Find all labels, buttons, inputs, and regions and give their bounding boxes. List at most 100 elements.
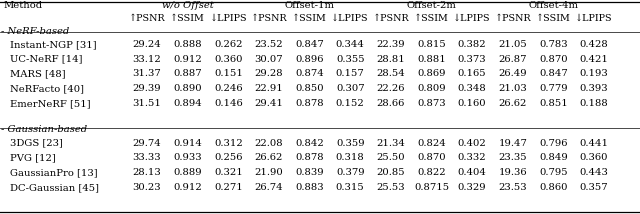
Text: 0.165: 0.165 xyxy=(458,69,486,78)
Text: 21.05: 21.05 xyxy=(499,40,527,49)
Text: 25.50: 25.50 xyxy=(376,153,405,162)
Text: 0.152: 0.152 xyxy=(336,99,365,108)
Text: 0.824: 0.824 xyxy=(417,139,446,148)
Text: 0.869: 0.869 xyxy=(417,69,446,78)
Text: 0.359: 0.359 xyxy=(336,139,365,148)
Text: 21.03: 21.03 xyxy=(499,84,527,93)
Text: 3DGS [23]: 3DGS [23] xyxy=(10,139,63,148)
Text: 0.379: 0.379 xyxy=(336,168,365,177)
Text: 0.315: 0.315 xyxy=(336,183,365,192)
Text: 0.847: 0.847 xyxy=(539,69,568,78)
Text: 0.850: 0.850 xyxy=(295,84,324,93)
Text: NeRFacto [40]: NeRFacto [40] xyxy=(10,84,84,93)
Text: 0.779: 0.779 xyxy=(539,84,568,93)
Text: 0.321: 0.321 xyxy=(214,168,243,177)
Text: 0.795: 0.795 xyxy=(539,168,568,177)
Text: Offset-4m: Offset-4m xyxy=(529,1,579,10)
Text: 29.41: 29.41 xyxy=(255,99,284,108)
Text: 0.373: 0.373 xyxy=(458,55,486,64)
Text: 0.889: 0.889 xyxy=(173,168,202,177)
Text: 0.188: 0.188 xyxy=(580,99,609,108)
Text: 19.47: 19.47 xyxy=(499,139,527,148)
Text: 28.81: 28.81 xyxy=(376,55,405,64)
Text: 23.52: 23.52 xyxy=(255,40,284,49)
Text: 0.360: 0.360 xyxy=(580,153,609,162)
Text: 0.878: 0.878 xyxy=(295,99,324,108)
Text: 0.357: 0.357 xyxy=(580,183,609,192)
Text: 0.329: 0.329 xyxy=(458,183,486,192)
Text: 0.860: 0.860 xyxy=(539,183,568,192)
Text: 0.151: 0.151 xyxy=(214,69,243,78)
Text: 0.839: 0.839 xyxy=(295,168,324,177)
Text: 0.441: 0.441 xyxy=(580,139,609,148)
Text: 33.12: 33.12 xyxy=(132,55,161,64)
Text: - NeRF-based: - NeRF-based xyxy=(1,27,70,36)
Text: 0.881: 0.881 xyxy=(417,55,446,64)
Text: 31.51: 31.51 xyxy=(132,99,161,108)
Text: UC-NeRF [14]: UC-NeRF [14] xyxy=(10,55,82,64)
Text: 0.912: 0.912 xyxy=(173,183,202,192)
Text: 0.783: 0.783 xyxy=(539,40,568,49)
Text: 26.87: 26.87 xyxy=(499,55,527,64)
Text: 0.402: 0.402 xyxy=(458,139,486,148)
Text: DC-Gaussian [45]: DC-Gaussian [45] xyxy=(10,183,99,192)
Text: 0.160: 0.160 xyxy=(458,99,486,108)
Text: 0.393: 0.393 xyxy=(580,84,609,93)
Text: ↓LPIPS: ↓LPIPS xyxy=(332,14,369,23)
Text: 0.870: 0.870 xyxy=(417,153,446,162)
Text: 26.62: 26.62 xyxy=(255,153,283,162)
Text: 31.37: 31.37 xyxy=(132,69,161,78)
Text: 0.912: 0.912 xyxy=(173,55,202,64)
Text: ↑PSNR: ↑PSNR xyxy=(251,14,287,23)
Text: 0.873: 0.873 xyxy=(417,99,446,108)
Text: 0.157: 0.157 xyxy=(336,69,365,78)
Text: 0.193: 0.193 xyxy=(580,69,609,78)
Text: 26.74: 26.74 xyxy=(255,183,284,192)
Text: 0.348: 0.348 xyxy=(458,84,486,93)
Text: 23.53: 23.53 xyxy=(499,183,527,192)
Text: Instant-NGP [31]: Instant-NGP [31] xyxy=(10,40,96,49)
Text: EmerNeRF [51]: EmerNeRF [51] xyxy=(10,99,90,108)
Text: 28.66: 28.66 xyxy=(377,99,405,108)
Text: 0.796: 0.796 xyxy=(539,139,568,148)
Text: 0.246: 0.246 xyxy=(214,84,243,93)
Text: ↓LPIPS: ↓LPIPS xyxy=(209,14,247,23)
Text: 0.318: 0.318 xyxy=(336,153,365,162)
Text: ↓LPIPS: ↓LPIPS xyxy=(575,14,613,23)
Text: w/o Offset: w/o Offset xyxy=(162,1,214,10)
Text: Offset-1m: Offset-1m xyxy=(285,1,335,10)
Text: ↑SSIM: ↑SSIM xyxy=(536,14,571,23)
Text: MARS [48]: MARS [48] xyxy=(10,69,65,78)
Text: ↑PSNR: ↑PSNR xyxy=(372,14,409,23)
Text: 21.90: 21.90 xyxy=(255,168,284,177)
Text: 0.428: 0.428 xyxy=(580,40,609,49)
Text: ↑SSIM: ↑SSIM xyxy=(292,14,327,23)
Text: 21.34: 21.34 xyxy=(376,139,405,148)
Text: 0.404: 0.404 xyxy=(458,168,486,177)
Text: 29.74: 29.74 xyxy=(132,139,161,148)
Text: 28.13: 28.13 xyxy=(132,168,161,177)
Text: PVG [12]: PVG [12] xyxy=(10,153,55,162)
Text: 22.26: 22.26 xyxy=(376,84,405,93)
Text: 0.443: 0.443 xyxy=(580,168,609,177)
Text: 0.355: 0.355 xyxy=(336,55,365,64)
Text: 26.49: 26.49 xyxy=(499,69,527,78)
Text: 22.91: 22.91 xyxy=(255,84,284,93)
Text: 0.146: 0.146 xyxy=(214,99,243,108)
Text: 29.28: 29.28 xyxy=(255,69,284,78)
Text: 0.421: 0.421 xyxy=(580,55,609,64)
Text: 0.851: 0.851 xyxy=(539,99,568,108)
Text: 0.312: 0.312 xyxy=(214,139,243,148)
Text: 22.39: 22.39 xyxy=(376,40,405,49)
Text: ↑SSIM: ↑SSIM xyxy=(414,14,449,23)
Text: 0.914: 0.914 xyxy=(173,139,202,148)
Text: 22.08: 22.08 xyxy=(255,139,284,148)
Text: 29.24: 29.24 xyxy=(132,40,161,49)
Text: 0.262: 0.262 xyxy=(214,40,243,49)
Text: ↑PSNR: ↑PSNR xyxy=(495,14,531,23)
Text: 0.847: 0.847 xyxy=(295,40,324,49)
Text: 0.8715: 0.8715 xyxy=(414,183,449,192)
Text: 0.382: 0.382 xyxy=(458,40,486,49)
Text: 26.62: 26.62 xyxy=(499,99,527,108)
Text: 23.35: 23.35 xyxy=(499,153,527,162)
